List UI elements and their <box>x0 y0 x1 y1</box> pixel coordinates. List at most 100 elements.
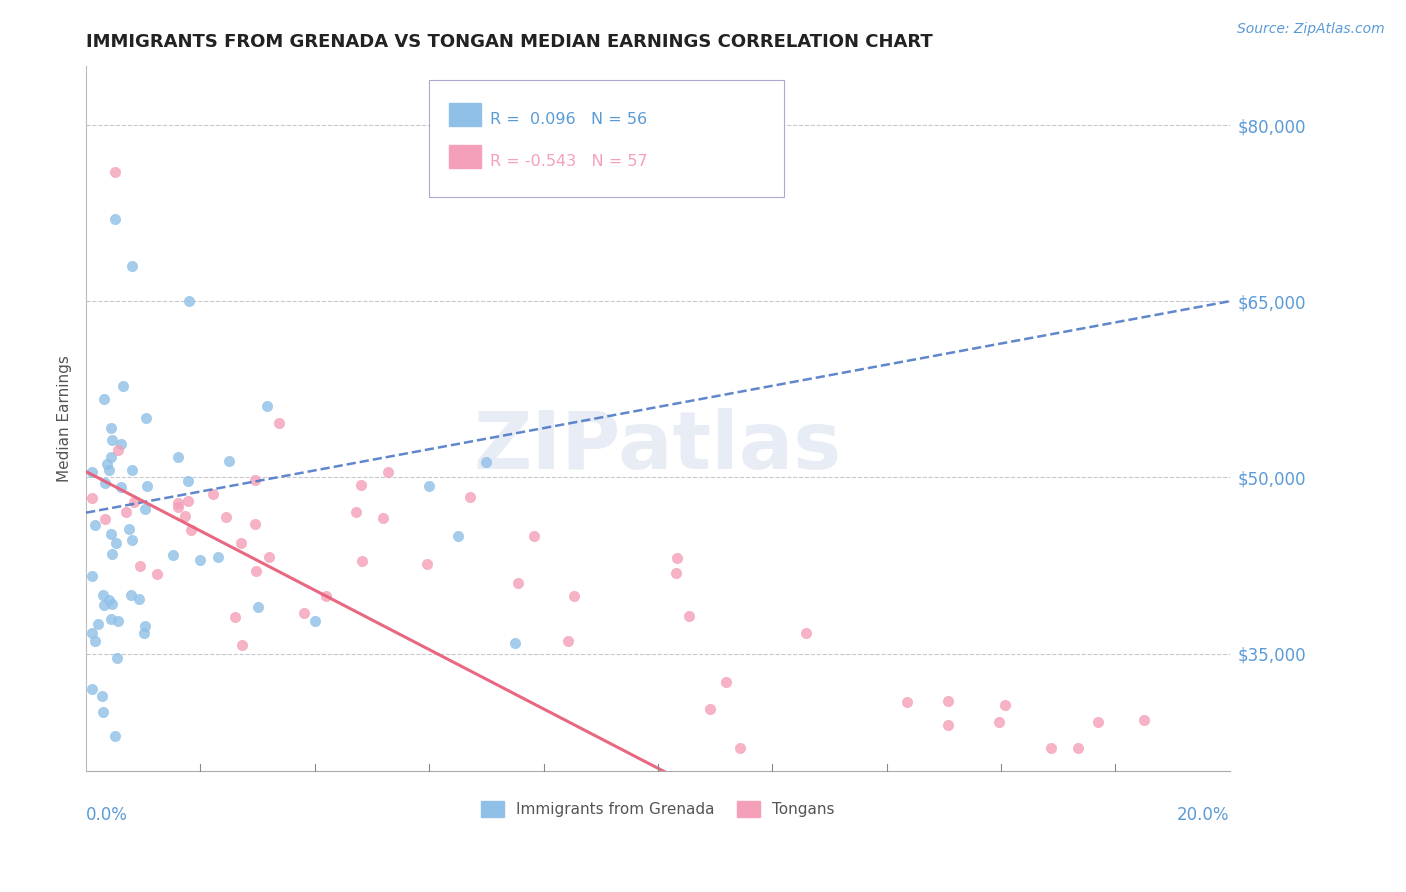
Point <box>100 611 122 625</box>
Point <box>135 411 157 425</box>
Point <box>416 557 439 571</box>
Point <box>120 588 142 602</box>
Point <box>418 479 440 493</box>
Point <box>557 634 579 648</box>
Text: 0.0%: 0.0% <box>86 806 128 824</box>
Point <box>243 473 266 487</box>
Point <box>350 478 373 492</box>
FancyBboxPatch shape <box>429 80 783 196</box>
Point <box>938 718 960 732</box>
Point <box>475 454 498 468</box>
Point <box>344 505 367 519</box>
Point <box>104 729 127 743</box>
Point <box>1039 740 1062 755</box>
Point <box>177 493 200 508</box>
Point <box>377 465 399 479</box>
Point <box>202 487 225 501</box>
Point <box>110 437 132 451</box>
Point <box>134 502 156 516</box>
Point <box>91 588 114 602</box>
Text: 20.0%: 20.0% <box>1177 806 1230 824</box>
Y-axis label: Median Earnings: Median Earnings <box>58 355 72 483</box>
Point <box>214 509 236 524</box>
Point <box>665 551 688 566</box>
Point <box>315 590 337 604</box>
Point <box>80 465 103 479</box>
Point <box>80 568 103 582</box>
Point <box>110 480 132 494</box>
Point <box>87 617 110 632</box>
Point <box>105 651 128 665</box>
Point <box>94 476 117 491</box>
Point <box>84 517 107 532</box>
Point <box>91 689 114 703</box>
Point <box>104 212 127 227</box>
Point <box>987 715 1010 730</box>
Point <box>508 576 530 591</box>
Point <box>256 400 278 414</box>
Point <box>93 598 115 612</box>
Point <box>98 593 121 607</box>
Point <box>224 610 246 624</box>
Point <box>936 694 959 708</box>
Point <box>94 512 117 526</box>
Point <box>246 599 269 614</box>
Text: ZIPatlas: ZIPatlas <box>474 408 842 486</box>
Point <box>80 681 103 696</box>
Text: R = -0.543   N = 57: R = -0.543 N = 57 <box>489 154 647 169</box>
Point <box>267 416 290 430</box>
Point <box>100 421 122 435</box>
Point <box>994 698 1017 712</box>
Point <box>167 500 190 515</box>
Point <box>136 478 159 492</box>
Point <box>665 566 688 580</box>
Point <box>458 491 481 505</box>
Point <box>231 638 253 652</box>
Point <box>167 496 190 510</box>
Point <box>100 450 122 464</box>
Point <box>716 674 738 689</box>
Point <box>177 474 200 488</box>
Point <box>107 614 129 628</box>
Point <box>292 606 315 620</box>
Bar <box>449 145 481 169</box>
Point <box>104 165 127 179</box>
Bar <box>449 103 481 126</box>
Point <box>503 636 526 650</box>
Text: R =  0.096   N = 56: R = 0.096 N = 56 <box>489 112 647 127</box>
Point <box>118 523 141 537</box>
Point <box>82 491 104 505</box>
Point <box>728 740 751 755</box>
Point <box>97 463 120 477</box>
Point <box>101 597 124 611</box>
Point <box>100 526 122 541</box>
Text: Source: ZipAtlas.com: Source: ZipAtlas.com <box>1237 22 1385 37</box>
Point <box>146 566 169 581</box>
Point <box>896 695 918 709</box>
Point <box>167 450 190 465</box>
Point <box>180 523 202 537</box>
Point <box>174 509 197 524</box>
Point <box>218 453 240 467</box>
Point <box>207 549 229 564</box>
Point <box>115 505 138 519</box>
Point <box>352 554 374 568</box>
Point <box>134 619 156 633</box>
Point <box>1087 715 1109 730</box>
Point <box>371 511 394 525</box>
Point <box>107 442 129 457</box>
Point <box>304 614 326 628</box>
Point <box>80 625 103 640</box>
Point <box>1067 740 1090 755</box>
Point <box>162 549 184 563</box>
Point <box>101 433 124 447</box>
Point <box>177 294 200 309</box>
Point <box>121 533 143 547</box>
Point <box>91 706 114 720</box>
Point <box>447 529 470 543</box>
Point <box>257 549 280 564</box>
Point <box>83 633 105 648</box>
Point <box>121 259 143 273</box>
Point <box>243 516 266 531</box>
Point <box>111 379 134 393</box>
